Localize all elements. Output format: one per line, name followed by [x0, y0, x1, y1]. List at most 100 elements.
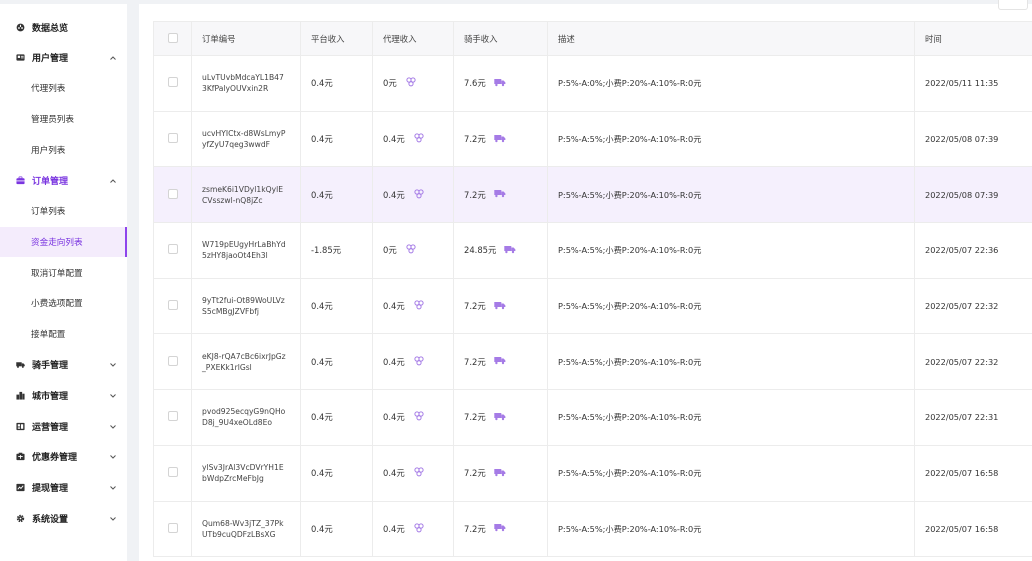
time-cell: 2022/05/07 22:32 [914, 277, 1032, 335]
order-no: zsmeK6i1VDyl1kQylECVsszwl-nQ8jZc [202, 184, 284, 205]
agent-income: 0.4元 [383, 301, 405, 312]
fund-flow-table: 订单编号 平台收入 代理收入 骑手收入 描述 时间 uLvTUvbMdcaYL1… [153, 21, 1032, 558]
description-cell: P:5%-A:5%;小费P:20%-A:10%-R:0元 [547, 389, 915, 446]
menu-label: 数据总览 [32, 23, 69, 34]
row-select-cell [153, 333, 192, 391]
time-cell: 2022/05/11 11:35 [914, 55, 1032, 112]
top-right-control[interactable] [998, 0, 1028, 10]
platform-income-cell: 0.4元 [300, 389, 373, 446]
delivery-truck-icon [494, 468, 506, 479]
row-checkbox[interactable] [168, 244, 178, 255]
description-cell: P:5%-A:0%;小费P:20%-A:10%-R:0元 [547, 55, 915, 112]
table-row[interactable]: Qum68-Wv3jTZ_37PkUTb9cuQDFzLBsXG 0.4元 0.4元… [153, 500, 1032, 558]
rider-income-cell: 24.85元 [453, 222, 548, 279]
agent-group-icon [413, 411, 425, 423]
row-select-cell [153, 444, 192, 502]
platform-income-cell: 0.4元 [300, 500, 373, 558]
order-no: ylSv3JrAl3VcDVrYH1EbWdpZrcMeFbJg [202, 463, 284, 484]
table-row[interactable]: ylSv3JrAl3VcDVrYH1EbWdpZrcMeFbJg 0.4元 0.4元… [153, 444, 1032, 502]
rider-income: 7.2元 [464, 134, 486, 145]
gear-icon [16, 514, 25, 523]
submenu-cancel-order-config[interactable]: 取消订单配置 [31, 268, 83, 279]
platform-income-cell: 0.4元 [300, 444, 373, 502]
delivery-truck-icon [494, 301, 506, 312]
description-cell: P:5%-A:5%;小费P:20%-A:10%-R:0元 [547, 222, 915, 279]
order-no: uLvTUvbMdcaYL1B473KfPalyOUVxin2R [202, 73, 284, 94]
row-checkbox[interactable] [168, 355, 178, 366]
platform-income-cell: 0.4元 [300, 333, 373, 391]
order-no-cell: W719pEUgyHrLaBhYd5zHY8jaoOt4Eh3l [191, 222, 301, 279]
row-checkbox[interactable] [168, 522, 178, 533]
rider-income: 7.2元 [464, 468, 486, 479]
row-checkbox[interactable] [168, 188, 178, 199]
submenu-user-list[interactable]: 用户列表 [31, 145, 66, 156]
order-no: pvod925ecqyG9nQHoD8j_9U4xeOLd8Eo [202, 407, 286, 428]
delivery-truck-icon [494, 134, 506, 145]
order-no-cell: zsmeK6i1VDyl1kQylECVsszwl-nQ8jZc [191, 166, 301, 224]
table-row[interactable]: uLvTUvbMdcaYL1B473KfPalyOUVxin2R 0.4元 0元 7.… [153, 55, 1032, 112]
rider-income-cell: 7.2元 [453, 277, 548, 335]
header-order-no: 订单编号 [191, 21, 301, 56]
menu-city-management[interactable]: 城市管理 [0, 380, 127, 410]
submenu-tip-options-config[interactable]: 小费选项配置 [31, 299, 83, 310]
table-row[interactable]: ucvHYICtx-d8WsLmyPyfZyU7qeg3wwdF 0.4元 0.4元… [153, 110, 1032, 168]
menu-operations-management[interactable]: 运营管理 [0, 411, 127, 441]
menu-rider-management[interactable]: 骑手管理 [0, 350, 127, 380]
header-platform-income: 平台收入 [300, 21, 373, 56]
platform-income-cell: 0.4元 [300, 277, 373, 335]
order-no-cell: ucvHYICtx-d8WsLmyPyfZyU7qeg3wwdF [191, 110, 301, 168]
menu-coupon-management[interactable]: 优惠券管理 [0, 442, 127, 472]
row-checkbox[interactable] [168, 133, 178, 144]
time-cell: 2022/05/07 22:36 [914, 222, 1032, 279]
row-checkbox[interactable] [168, 411, 178, 422]
agent-income: 0.4元 [383, 189, 405, 200]
chevron-down-icon [110, 391, 116, 400]
dashboard-icon [16, 23, 25, 32]
select-all-checkbox[interactable] [168, 32, 178, 43]
description-cell: P:5%-A:5%;小费P:20%-A:10%-R:0元 [547, 277, 915, 335]
table-row[interactable]: zsmeK6i1VDyl1kQylECVsszwl-nQ8jZc 0.4元 0.4元… [153, 166, 1032, 224]
table-row[interactable]: 9yTt2fui-Ot89WoULVzS5cMBgJZVFbfj 0.4元 0.4元… [153, 277, 1032, 335]
table-row[interactable]: pvod925ecqyG9nQHoD8j_9U4xeOLd8Eo 0.4元 0.4元… [153, 389, 1032, 446]
agent-income-cell: 0.4元 [372, 333, 454, 391]
row-checkbox[interactable] [168, 77, 178, 88]
row-select-cell [153, 110, 192, 168]
order-no-cell: Qum68-Wv3jTZ_37PkUTb9cuQDFzLBsXG [191, 500, 301, 558]
row-select-cell [153, 277, 192, 335]
order-no-cell: eKJ8-rQA7cBc6ixrJpGz_PXEKk1rlGsl [191, 333, 301, 391]
rider-income: 7.6元 [464, 78, 486, 89]
agent-group-icon [413, 189, 425, 201]
table-row[interactable]: W719pEUgyHrLaBhYd5zHY8jaoOt4Eh3l -1.85元 0元… [153, 222, 1032, 279]
chevron-down-icon [110, 360, 116, 369]
submenu-fund-flow-list[interactable]: 资金走向列表 [0, 226, 127, 257]
chevron-down-icon [110, 422, 116, 431]
submenu-agent-list[interactable]: 代理列表 [31, 84, 66, 95]
header-time: 时间 [914, 21, 1032, 56]
delivery-truck-icon [504, 245, 516, 256]
submenu-order-list[interactable]: 订单列表 [31, 207, 66, 218]
order-no: 9yTt2fui-Ot89WoULVzS5cMBgJZVFbfj [202, 296, 285, 317]
main-content: 订单编号 平台收入 代理收入 骑手收入 描述 时间 uLvTUvbMdcaYL1… [139, 0, 1032, 561]
submenu-admin-list[interactable]: 管理员列表 [31, 115, 74, 126]
menu-withdraw-management[interactable]: 提现管理 [0, 473, 127, 503]
order-no: W719pEUgyHrLaBhYd5zHY8jaoOt4Eh3l [202, 240, 286, 261]
order-no-cell: uLvTUvbMdcaYL1B473KfPalyOUVxin2R [191, 55, 301, 112]
rider-income: 7.2元 [464, 301, 486, 312]
select-all-cell [153, 21, 192, 56]
agent-income: 0.4元 [383, 523, 405, 534]
user-card-icon [16, 53, 25, 62]
platform-income-cell: 0.4元 [300, 110, 373, 168]
row-checkbox[interactable] [168, 300, 178, 311]
platform-income-cell: 0.4元 [300, 166, 373, 224]
table-row[interactable]: eKJ8-rQA7cBc6ixrJpGz_PXEKk1rlGsl 0.4元 0.4元… [153, 333, 1032, 391]
menu-order-management[interactable]: 订单管理 [0, 166, 127, 196]
menu-dashboard[interactable]: 数据总览 [0, 12, 127, 42]
agent-income-cell: 0.4元 [372, 166, 454, 224]
row-checkbox[interactable] [168, 467, 178, 478]
row-select-cell [153, 389, 192, 446]
header-agent-income: 代理收入 [372, 21, 454, 56]
menu-system-settings[interactable]: 系统设置 [0, 503, 127, 533]
header-description: 描述 [547, 21, 915, 56]
submenu-accept-order-config[interactable]: 接单配置 [31, 330, 66, 340]
menu-user-management[interactable]: 用户管理 [0, 43, 127, 73]
